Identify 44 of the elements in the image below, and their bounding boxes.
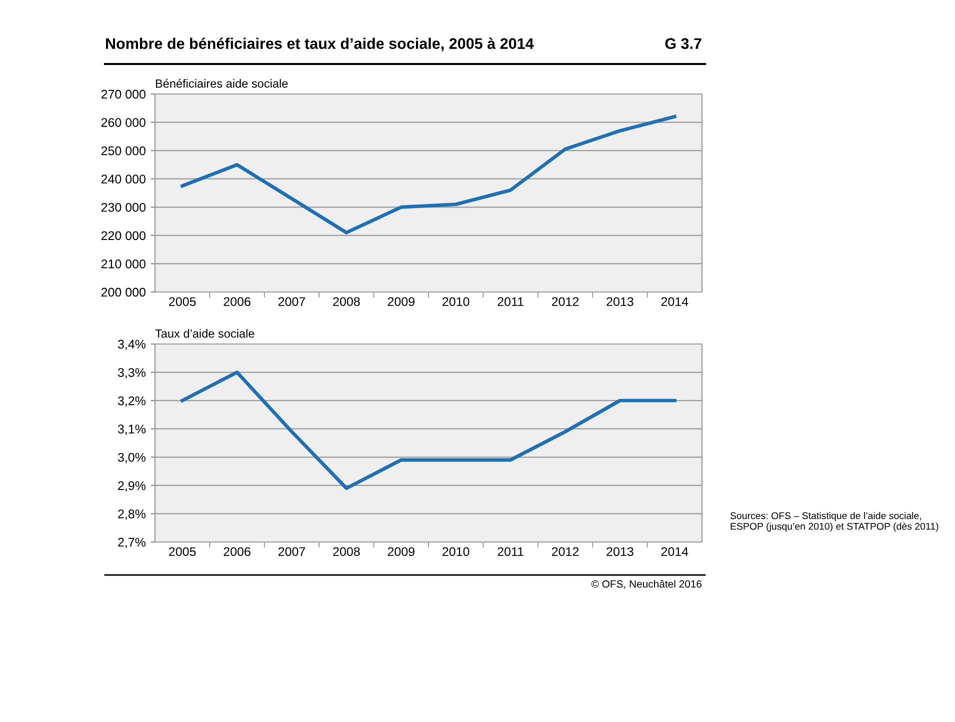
- text: © OFS, Neuchâtel 2016: [591, 580, 702, 589]
- y-tick-label: 3,4%: [118, 340, 146, 350]
- line-series: [180, 114, 676, 234]
- x-tick-label: 2009: [388, 547, 414, 556]
- chart-title: Nombre de bénéficiaires et taux d’aide sociale, 2005 à 2014: [106, 38, 534, 52]
- x-tick-label: 2011: [498, 547, 524, 556]
- source-note: Sources: OFS – Statistique de l’aide sociale, ESPOP (jusqu’en 2010) et STATPOP (dès 2011): [730, 512, 938, 532]
- y-tick-label: 3,1%: [118, 424, 146, 435]
- y-tick-label: 3,3%: [118, 368, 146, 378]
- x-tick-label: 2007: [278, 297, 306, 306]
- y-tick-label: 2,7%: [118, 538, 146, 548]
- x-tick-label: 2013: [606, 547, 634, 556]
- y-tick-label: 240 000: [101, 174, 146, 184]
- y-tick-label: 250 000: [101, 146, 146, 156]
- x-tick-label: 2009: [388, 297, 414, 306]
- y-tick-label: 2,9%: [118, 481, 146, 492]
- y-tick-label: 220 000: [101, 231, 146, 240]
- text: G 3.7: [665, 38, 702, 49]
- x-tick-label: 2006: [224, 297, 250, 306]
- y-axis-title: Taux d’aide sociale: [155, 329, 254, 338]
- x-tick-label: 2013: [606, 297, 634, 306]
- x-tick-label: 2012: [552, 297, 579, 306]
- x-tick-label: 2005: [169, 297, 196, 306]
- y-tick-label: 210 000: [101, 260, 146, 268]
- x-tick-label: 2014: [661, 297, 688, 306]
- x-tick-label: 2005: [169, 547, 196, 556]
- x-tick-label: 2014: [661, 547, 688, 556]
- x-tick-label: 2012: [552, 547, 579, 556]
- x-tick-label: 2006: [224, 547, 250, 556]
- y-tick-label: 230 000: [101, 202, 146, 212]
- y-tick-label: 2,8%: [118, 510, 146, 520]
- y-tick-label: 3,0%: [118, 452, 146, 464]
- x-tick-label: 2010: [442, 297, 470, 306]
- y-tick-label: 260 000: [101, 118, 146, 127]
- x-tick-label: 2007: [278, 547, 306, 556]
- y-tick-label: 270 000: [101, 90, 146, 99]
- y-tick-label: 3,2%: [118, 396, 146, 407]
- x-tick-label: 2011: [498, 297, 524, 306]
- y-axis-title: Bénéficiaires aide sociale: [156, 78, 288, 88]
- y-tick-label: 200 000: [101, 288, 146, 297]
- line-series: [180, 370, 676, 490]
- x-tick-label: 2008: [333, 297, 360, 306]
- x-tick-label: 2008: [333, 547, 360, 556]
- x-tick-label: 2010: [442, 547, 470, 556]
